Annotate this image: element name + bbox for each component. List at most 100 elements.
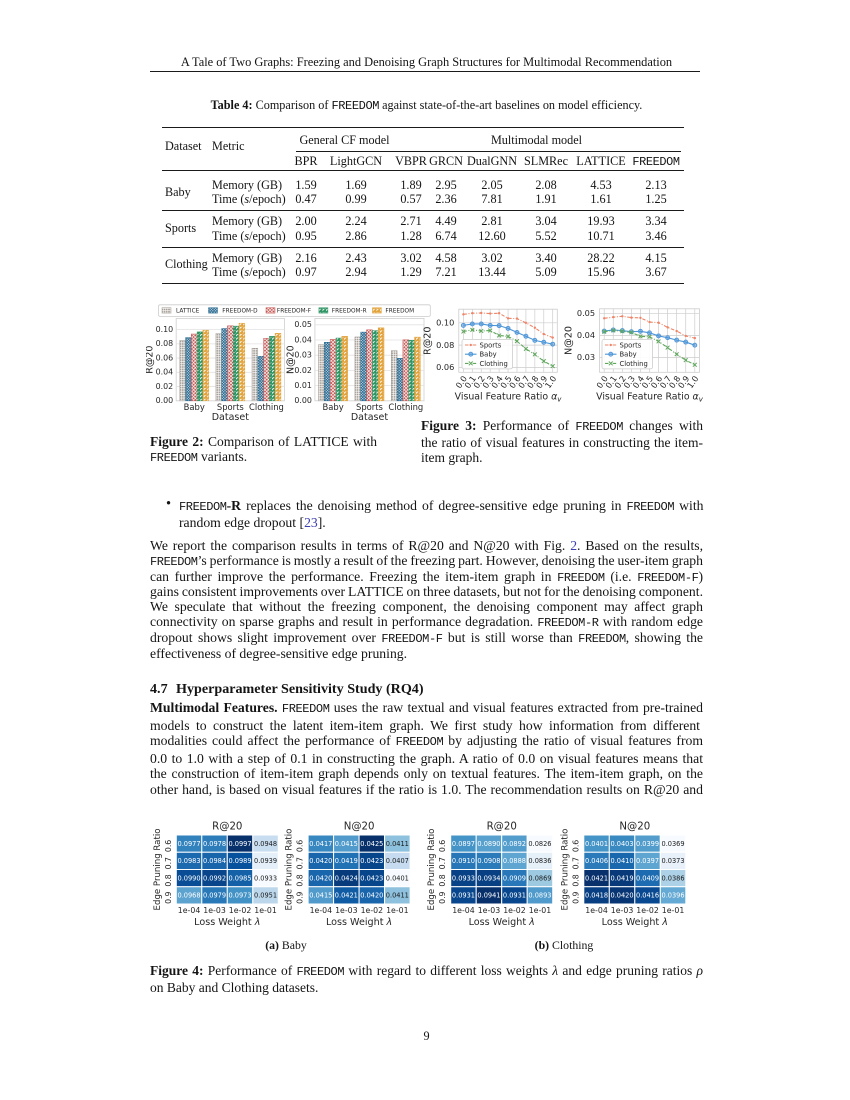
citation-link[interactable]: 2 [570,538,578,554]
svg-text:Loss Weight λ: Loss Weight λ [326,917,392,928]
svg-text:0.8: 0.8 [164,874,173,886]
fig4-title: R@20 [212,822,242,833]
fig2-ylabel: N@20 [286,345,297,374]
svg-text:1e-02: 1e-02 [229,906,252,915]
fig4-cell-value: 0.0985 [229,874,252,882]
fig2-panel-n@20: 0.00 0.01 0.02 0.03 0.04 0.05 Baby Sports Clothi… [286,318,425,422]
fig4-title: N@20 [619,822,650,833]
svg-text:1e-02: 1e-02 [636,906,659,915]
table-cell: 2.16 [295,250,317,265]
section-heading: 4.7 Hyperparameter Sensitivity Study (RQ4… [150,681,703,698]
fig2-bar-baby-freedom [341,336,348,402]
fig2-bar-baby-freedom-r [335,337,343,402]
fig4-cell-value: 0.0997 [229,840,252,848]
fig4-cell-value: 0.0419 [335,857,358,865]
fig2-bar-baby-freedom-r [196,331,204,402]
fig2-legend-swatch-freedom [372,307,382,314]
fig4-cell-value: 0.0420 [309,874,332,882]
fig2-bar-clothing-freedom [274,333,282,402]
svg-text:Edge Pruning Ratio: Edge Pruning Ratio [153,829,163,911]
table-metric-time: Time (s/epoch) [212,228,286,243]
fig4-cell-value: 0.0910 [452,857,475,865]
fig2-bar-sports-lattice [354,336,361,402]
table-cell: 0.97 [295,265,317,280]
fig4-cell-value: 0.0420 [611,892,634,900]
svg-text:1e-01: 1e-01 [254,906,277,915]
fig2-xtick: Clothing [388,402,423,412]
fig3-ylabel: R@20 [422,327,433,355]
table-cell: 2.71 [400,214,422,229]
figure3-line-charts: 0.060.080.100.00.10.20.30.40.50.60.70.80… [422,308,703,404]
figure4-caption: Figure 4: Performance of FREEDOM with re… [150,962,703,995]
fig4-cell-value: 0.0416 [636,892,659,900]
fig4-cell [252,886,279,905]
table-cell: 0.47 [295,192,317,207]
fig2-bar-sports-freedom-f [366,329,373,402]
fig4-cell-value: 0.0386 [662,874,685,882]
svg-text:1e-01: 1e-01 [386,906,409,915]
fig4-cell-value: 0.0396 [662,892,685,900]
svg-text:Loss Weight λ: Loss Weight λ [469,917,535,928]
fig4-cell-value: 0.0369 [662,840,685,848]
fig3-panel-n@20: 0.030.040.050.00.10.20.30.40.50.60.70.80… [563,308,703,403]
table-cell: 15.96 [587,265,615,280]
fig4-cell-value: 0.0826 [528,840,551,848]
table-cmidrule-2 [392,151,681,152]
table-cell: 1.28 [400,228,422,243]
table-cell: 2.08 [535,177,557,192]
table-cell: 4.58 [435,250,457,265]
fig4-cell-value: 0.0423 [360,857,383,865]
fig4-cell-value: 0.0415 [309,892,332,900]
header-rule [150,71,700,73]
table-cell: 3.34 [645,214,667,229]
svg-text:0.6: 0.6 [296,840,305,852]
svg-text:Clothing: Clothing [480,360,508,368]
svg-text:0.9: 0.9 [571,891,580,903]
citation-link[interactable]: 23 [304,515,318,531]
table-cell: 5.09 [535,265,557,280]
table-cell: 19.93 [587,214,615,229]
svg-text:0.6: 0.6 [164,840,173,852]
table-cell: 28.22 [587,250,615,265]
table-cell: 7.81 [481,192,503,207]
fig4-cell-value: 0.0931 [452,892,475,900]
fig3-ytick: 0.04 [577,330,595,340]
fig4-cell-value: 0.0897 [452,840,475,848]
table-cell: 4.49 [435,214,457,229]
fig4-cell-value: 0.0908 [477,857,500,865]
svg-text:Visual Feature Ratio αv: Visual Feature Ratio αv [455,392,563,404]
svg-text:1e-02: 1e-02 [503,906,526,915]
fig4-cell-value: 0.0939 [254,857,277,865]
section-title: Hyperparameter Sensitivity Study (RQ4) [176,681,424,697]
table-cell: 0.57 [400,192,422,207]
fig2-bar-clothing-freedom-d [396,357,404,402]
fig2-legend-swatch-freedom-r [318,307,329,314]
svg-text:Baby: Baby [620,351,637,359]
fig2-legend-label: FREEDOM-F [277,309,311,315]
fig4-cell-value: 0.0893 [528,892,551,900]
fig4-cell-value: 0.0990 [178,874,201,882]
fig4-cell-value: 0.0973 [229,892,252,900]
fig4-cell-value: 0.0421 [585,874,608,882]
table-metric-memory: Memory (GB) [212,177,283,192]
figure3-caption: Figure 3: Performance of FREEDOM changes… [421,417,703,466]
fig2-xtick: Baby [323,402,344,412]
table-cell: 2.81 [481,214,503,229]
fig2-bar-sports-freedom [377,327,385,402]
svg-text:0.8: 0.8 [571,874,580,886]
fig4-cell-value: 0.0933 [452,874,475,882]
svg-text:1e-04: 1e-04 [310,906,333,915]
fig4-cell-value: 0.0406 [585,857,608,865]
fig4-cell [659,886,687,905]
table-cell: 4.15 [645,250,667,265]
table-metric-memory: Memory (GB) [212,250,283,265]
svg-text:1e-03: 1e-03 [611,906,634,915]
fig2-bar-baby-freedom-f [329,338,337,402]
svg-text:1e-03: 1e-03 [335,906,358,915]
table-cell: 4.53 [590,177,612,192]
fig4-cell-value: 0.0417 [309,840,332,848]
fig2-ytick: 0.04 [156,368,174,377]
